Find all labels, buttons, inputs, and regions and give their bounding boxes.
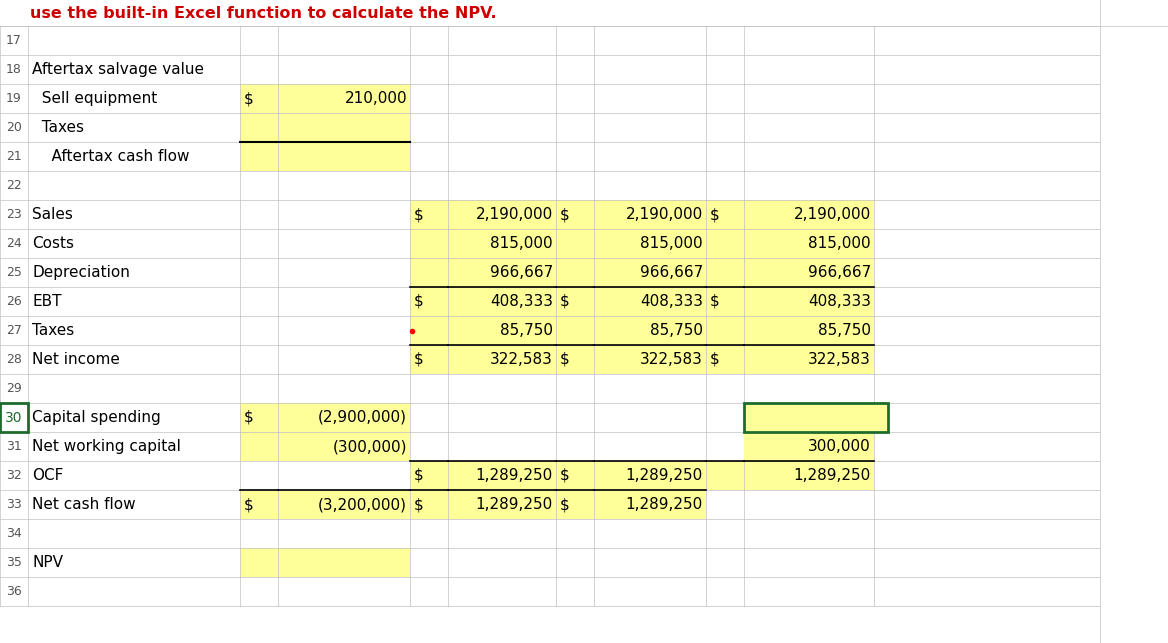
Text: 966,667: 966,667 [640, 265, 703, 280]
Text: 20: 20 [6, 121, 22, 134]
Text: 36: 36 [6, 585, 22, 598]
Text: 28: 28 [6, 353, 22, 366]
Text: $: $ [559, 352, 570, 367]
Text: 18: 18 [6, 63, 22, 76]
Text: Net working capital: Net working capital [32, 439, 181, 454]
Bar [239, 490, 705, 519]
Text: $: $ [559, 294, 570, 309]
Text: NPV: NPV [32, 555, 63, 570]
Text: $: $ [244, 410, 253, 425]
Text: 33: 33 [6, 498, 22, 511]
Text: 22: 22 [6, 179, 22, 192]
Text: 2,190,000: 2,190,000 [626, 207, 703, 222]
Text: $: $ [710, 352, 719, 367]
Text: Taxes: Taxes [32, 120, 84, 135]
Text: $: $ [244, 497, 253, 512]
Text: 85,750: 85,750 [651, 323, 703, 338]
Bar [410, 345, 874, 374]
Bar [0, 403, 28, 432]
Text: $: $ [559, 207, 570, 222]
Text: $: $ [413, 468, 424, 483]
Text: $: $ [710, 294, 719, 309]
Text: $: $ [413, 207, 424, 222]
Bar [239, 113, 410, 142]
Text: Taxes: Taxes [32, 323, 75, 338]
Text: 966,667: 966,667 [808, 265, 871, 280]
Text: 19: 19 [6, 92, 22, 105]
Text: 34: 34 [6, 527, 22, 540]
Text: $: $ [413, 352, 424, 367]
Text: (2,900,000): (2,900,000) [318, 410, 406, 425]
Text: 1,289,250: 1,289,250 [794, 468, 871, 483]
Text: 815,000: 815,000 [640, 236, 703, 251]
Bar [744, 403, 874, 432]
Text: (3,200,000): (3,200,000) [318, 497, 406, 512]
Bar [744, 403, 888, 432]
Text: 966,667: 966,667 [489, 265, 552, 280]
Text: (300,000): (300,000) [333, 439, 406, 454]
Text: EBT: EBT [32, 294, 62, 309]
Bar [410, 287, 874, 316]
Text: 1,289,250: 1,289,250 [626, 468, 703, 483]
Bar [239, 403, 410, 432]
Text: 210,000: 210,000 [345, 91, 406, 106]
Bar [744, 432, 874, 461]
Text: 85,750: 85,750 [500, 323, 552, 338]
Text: 408,333: 408,333 [491, 294, 552, 309]
Text: 29: 29 [6, 382, 22, 395]
Text: 322,583: 322,583 [808, 352, 871, 367]
Bar [239, 84, 410, 113]
Text: 1,289,250: 1,289,250 [626, 497, 703, 512]
Text: Depreciation: Depreciation [32, 265, 130, 280]
Text: 1,289,250: 1,289,250 [475, 468, 552, 483]
Text: 21: 21 [6, 150, 22, 163]
Text: 1,289,250: 1,289,250 [475, 497, 552, 512]
Text: 35: 35 [6, 556, 22, 569]
Bar [410, 258, 874, 287]
Text: $: $ [559, 468, 570, 483]
Text: 300,000: 300,000 [808, 439, 871, 454]
Text: 27: 27 [6, 324, 22, 337]
Text: 815,000: 815,000 [491, 236, 552, 251]
Bar [410, 461, 874, 490]
Text: Net cash flow: Net cash flow [32, 497, 135, 512]
Text: Sales: Sales [32, 207, 72, 222]
Text: 26: 26 [6, 295, 22, 308]
Text: Capital spending: Capital spending [32, 410, 161, 425]
Bar [239, 432, 410, 461]
Bar [239, 142, 410, 171]
Text: use the built-in Excel function to calculate the NPV.: use the built-in Excel function to calcu… [30, 6, 496, 21]
Text: 85,750: 85,750 [818, 323, 871, 338]
Text: $: $ [710, 207, 719, 222]
Bar [239, 548, 410, 577]
Text: 408,333: 408,333 [640, 294, 703, 309]
Text: 815,000: 815,000 [808, 236, 871, 251]
Text: 408,333: 408,333 [808, 294, 871, 309]
Text: $: $ [413, 294, 424, 309]
Text: 17: 17 [6, 34, 22, 47]
Text: Aftertax salvage value: Aftertax salvage value [32, 62, 204, 77]
Text: $: $ [413, 497, 424, 512]
Text: 2,190,000: 2,190,000 [794, 207, 871, 222]
Text: Sell equipment: Sell equipment [32, 91, 158, 106]
Text: 322,583: 322,583 [640, 352, 703, 367]
Text: 322,583: 322,583 [491, 352, 552, 367]
Text: $: $ [559, 497, 570, 512]
Text: 30: 30 [5, 410, 22, 424]
Text: OCF: OCF [32, 468, 63, 483]
Text: $: $ [244, 91, 253, 106]
Text: 31: 31 [6, 440, 22, 453]
Bar [410, 316, 874, 345]
Text: 32: 32 [6, 469, 22, 482]
Bar [410, 200, 874, 229]
Text: 23: 23 [6, 208, 22, 221]
Text: 25: 25 [6, 266, 22, 279]
Bar [410, 229, 874, 258]
Text: 2,190,000: 2,190,000 [475, 207, 552, 222]
Text: Aftertax cash flow: Aftertax cash flow [32, 149, 189, 164]
Text: Net income: Net income [32, 352, 120, 367]
Text: Costs: Costs [32, 236, 74, 251]
Text: 24: 24 [6, 237, 22, 250]
